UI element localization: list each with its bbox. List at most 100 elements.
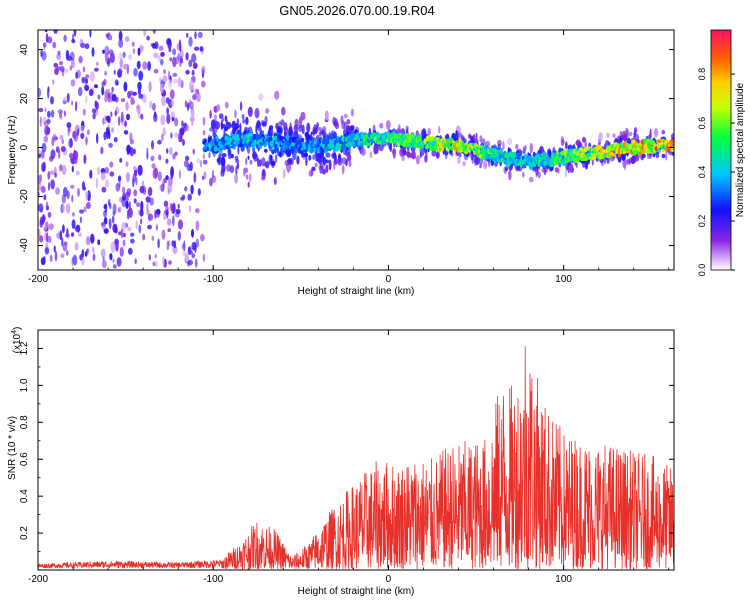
spectrogram-cell [322,156,327,166]
spectrogram-cell [271,160,276,167]
spectrogram-cell [407,153,412,158]
spectrogram-cell [147,186,153,197]
spectrogram-cell [157,139,162,145]
spectrogram-cell [317,127,322,132]
spectrogram-ridge-cell [575,150,581,157]
spectrogram-cell [127,226,132,232]
spectrogram-cell [188,59,193,68]
spectrogram-cell [306,122,311,134]
spectrogram-cell [110,111,113,117]
spectrogram-cell [361,148,366,156]
spectrogram-cell [606,132,610,138]
spectrogram-cell [159,77,162,83]
spectrogram-cell [318,165,322,170]
spectrogram-cell [217,156,221,165]
spectrogram-cell [565,141,568,150]
spectrogram-cell [79,209,84,214]
spectrogram-cell [86,248,90,255]
spectrogram-cell [196,158,201,164]
spectrogram-cell [241,114,245,120]
spectrogram-cell [119,246,124,257]
spectrogram-cell [77,187,80,197]
spectrogram-cell [149,197,154,206]
spectrogram-cell [298,126,303,133]
spectrogram-ridge-cell [350,133,355,138]
spectrogram-ridge-cell [662,148,665,153]
spectrogram-cell [187,193,192,201]
spectrogram-ridge-cell [461,141,465,148]
spectrogram-cell [137,81,142,91]
spectrogram-cell [179,128,185,134]
spectrogram-cell [122,63,128,70]
spectrogram-cell [58,148,61,159]
spectrogram-cell [109,52,115,64]
spectrogram-cell [151,235,154,241]
spectrogram-cell [59,164,63,172]
spectrogram-cell [39,235,44,243]
spectrogram-cell [169,89,175,100]
spectrogram-cell [39,116,42,127]
spectrogram-cell [122,51,126,58]
spectrogram-cell [81,181,86,190]
spectrogram-cell [142,233,146,241]
spectrogram-cell [157,171,162,182]
snr-ytick-label: 0.8 [19,415,30,429]
spectrogram-cell [188,80,194,91]
spectrogram-cell [190,110,195,117]
spectrogram-cell [310,168,314,177]
spectrogram-cell [277,148,280,157]
spectrogram-cell [227,151,232,160]
spectrogram-cell [47,181,51,191]
spectrogram-cell [219,113,224,119]
spectrogram-cell [122,193,127,201]
spectrogram-cell [38,107,44,113]
spectrogram-cell [38,174,42,184]
spectrogram-ridge-cell [441,146,444,152]
spectrogram-cell [47,235,52,244]
spectrogram-cell [38,153,42,158]
spectrogram-cell [137,209,140,215]
spectrogram-cell [508,169,512,181]
chart-title: GN05.2026.070.00.19.R04 [279,3,434,18]
spectrogram-cell [138,224,142,234]
spectrogram-cell [182,139,185,146]
colorbar-tick-label: 0.6 [697,117,707,130]
spectrogram-cell [66,93,70,103]
spectrogram-cell [293,125,299,130]
spectrogram-cell [63,241,68,246]
spectrogram-cell [179,58,182,68]
spectrogram-cell [70,79,76,87]
spectrogram-cell [104,179,110,188]
spectrogram-cell [174,151,178,156]
spectrogram-ridge-cell [294,139,298,144]
spectrogram-cell [163,69,166,75]
spectrogram-cell [268,154,273,165]
spectrogram-cell [95,61,99,66]
spectrogram-cell [220,119,223,128]
spectrogram-cell [221,153,227,158]
spectrogram-cell [177,231,181,241]
spectrogram-cell [181,194,186,200]
colorbar-tick-label: 0.4 [697,166,707,179]
spectrogram-ridge-cell [360,131,364,139]
spectrogram-cell [119,58,123,69]
spectrogram-cell [168,47,172,53]
spectrogram-cell [126,172,130,181]
spectrogram-cell [85,194,89,201]
spectrogram-cell [143,30,147,37]
spectrogram-cell [661,129,666,135]
spectrogram-cell [139,185,145,194]
spectrogram-cell [325,152,331,158]
spectrogram-cell [150,155,155,162]
spectrogram-cell [308,154,312,161]
spectrogram-cell [71,100,74,106]
spectrogram-cell [120,111,124,123]
spectrogram-cell [146,203,149,212]
spectrogram-cell [59,229,63,241]
spectrogram-cell [183,240,186,252]
spectrogram-cell [130,232,135,237]
spectrogram-cell [264,148,268,153]
spectrogram-cell [185,124,190,132]
spectrogram-ylabel: Frequency (Hz) [7,116,18,185]
spectrogram-cell [470,150,474,161]
